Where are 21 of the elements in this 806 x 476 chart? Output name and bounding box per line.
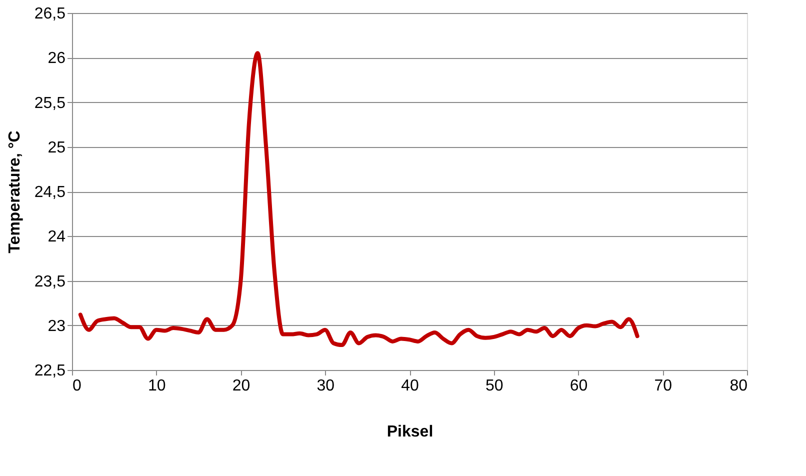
y-tick-label: 25,5 xyxy=(34,94,66,112)
x-tick-label: 20 xyxy=(232,378,250,394)
y-tick-label: 23 xyxy=(48,318,66,335)
x-tick-label: 0 xyxy=(72,378,82,394)
x-tick-label: 40 xyxy=(401,378,419,394)
y-tick-label: 26,5 xyxy=(34,6,66,22)
x-axis-title: Piksel xyxy=(386,424,434,440)
y-tick-label: 22,5 xyxy=(34,362,66,380)
x-tick-label: 10 xyxy=(148,378,166,394)
x-tick-label: 60 xyxy=(570,378,588,394)
y-tick-label: 26 xyxy=(48,50,66,68)
y-tick-label: 25 xyxy=(48,139,66,156)
y-tick-label: 24,5 xyxy=(34,184,66,201)
line-series xyxy=(78,51,640,348)
y-tick-label: 24 xyxy=(48,228,66,246)
x-tick-label: 30 xyxy=(316,378,335,394)
x-tick-label: 70 xyxy=(654,378,672,394)
y-tick-label: 23,5 xyxy=(34,273,66,290)
x-tick-label: 80 xyxy=(730,378,748,394)
x-tick-label: 50 xyxy=(485,378,504,394)
y-axis-title: Temperature, °C xyxy=(6,130,24,254)
